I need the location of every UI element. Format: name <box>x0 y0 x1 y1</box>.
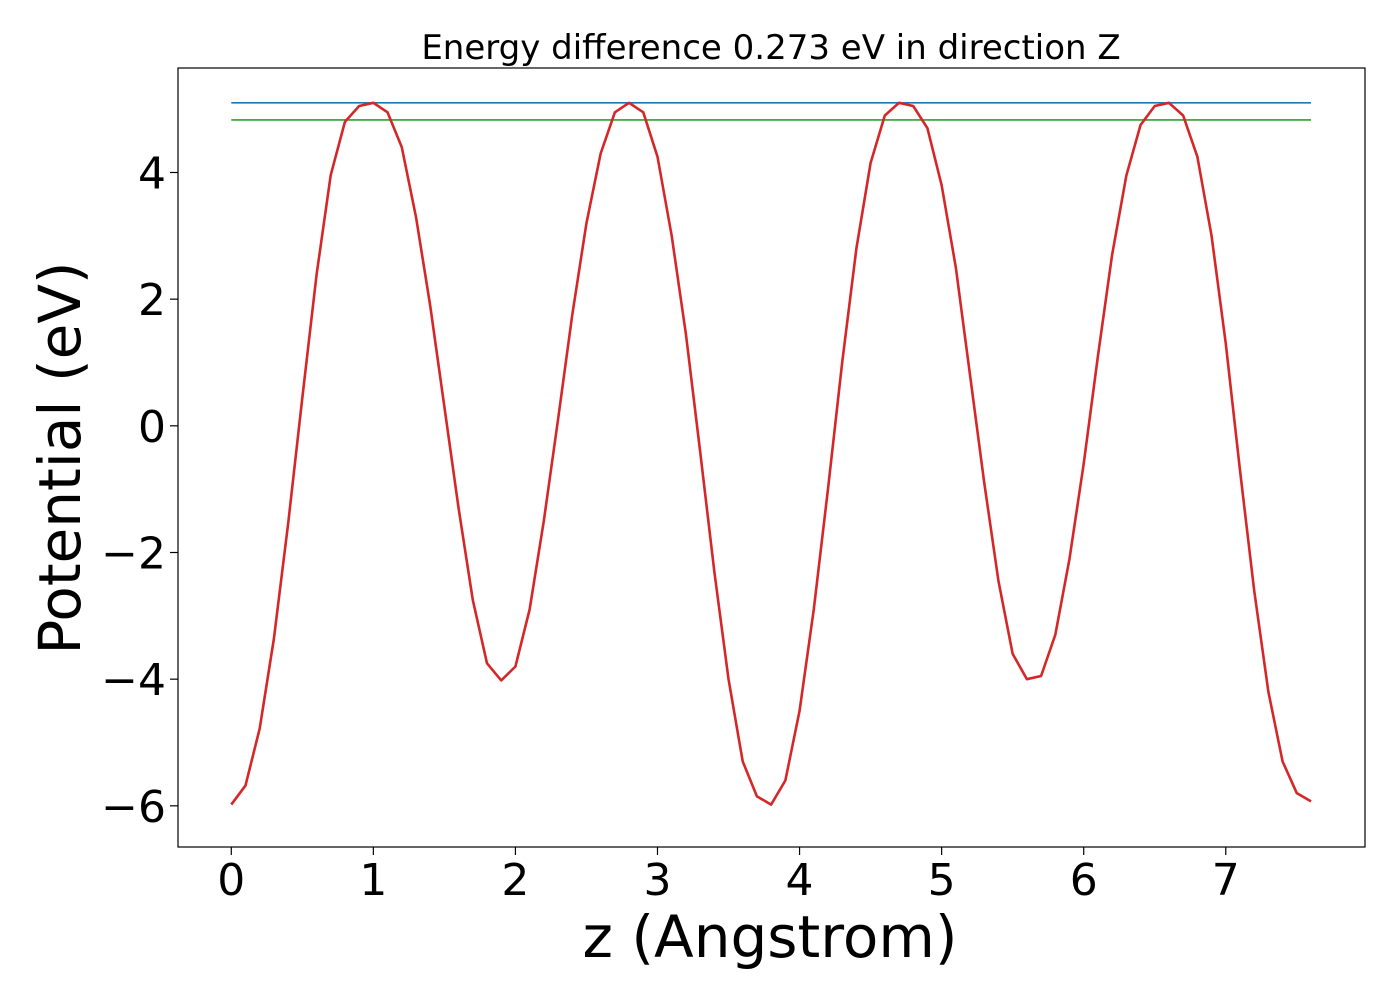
x-axis-label: z (Angstrom) <box>583 903 958 971</box>
x-tick-label: 3 <box>643 855 671 906</box>
y-tick-label: −6 <box>101 782 166 833</box>
chart-title: Energy difference 0.273 eV in direction … <box>421 28 1120 68</box>
y-tick-label: 2 <box>138 275 166 326</box>
x-tick-label: 2 <box>501 855 529 906</box>
y-tick-label: 4 <box>138 149 166 200</box>
x-tick-label: 6 <box>1070 855 1098 906</box>
x-tick-label: 1 <box>359 855 387 906</box>
x-axis: 0 1 2 3 4 5 6 7 <box>217 847 1240 906</box>
x-tick-label: 7 <box>1212 855 1240 906</box>
y-tick-label: −4 <box>101 655 166 706</box>
y-tick-label: −2 <box>101 529 166 580</box>
y-tick-label: 0 <box>138 402 166 453</box>
x-tick-label: 5 <box>928 855 956 906</box>
plot-area <box>230 101 1312 806</box>
y-axis-label: Potential (eV) <box>26 261 94 654</box>
plot-frame <box>177 67 1366 848</box>
series-line-2 <box>230 101 1312 806</box>
x-tick-label: 0 <box>217 855 245 906</box>
y-axis: 4 2 0 −2 −4 −6 <box>101 149 178 833</box>
x-tick-label: 4 <box>786 855 814 906</box>
